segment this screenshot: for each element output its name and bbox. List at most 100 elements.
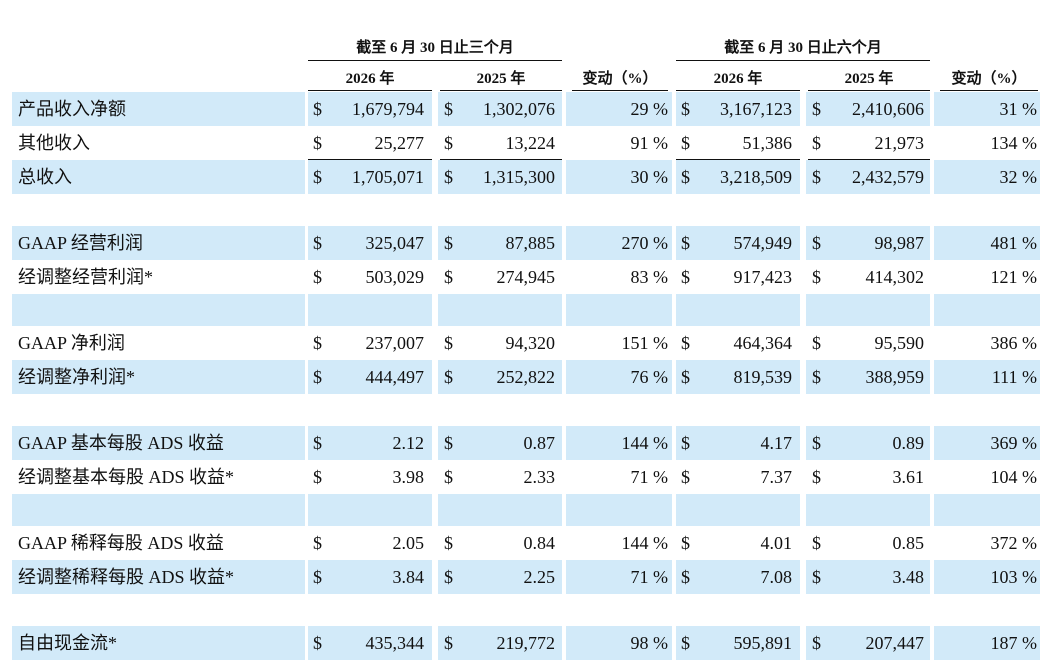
currency-sign: $	[681, 333, 690, 353]
row-band	[806, 426, 930, 460]
currency-sign: $	[681, 567, 690, 587]
cell-value: 503,029	[365, 267, 425, 287]
cell-value: 3,167,123	[720, 99, 792, 119]
cell-value: 207,447	[865, 633, 925, 653]
currency-sign: $	[444, 367, 453, 387]
row-band	[676, 626, 800, 660]
cell-value: 94,320	[505, 333, 556, 353]
cell-value: 1,679,794	[352, 99, 424, 119]
cell-value: 83 %	[630, 267, 669, 287]
row-band	[566, 494, 672, 526]
column-header: 2026 年	[713, 71, 763, 87]
currency-sign: $	[444, 267, 453, 287]
currency-sign: $	[444, 467, 453, 487]
currency-sign: $	[313, 633, 322, 653]
row-band	[676, 360, 800, 394]
currency-sign: $	[812, 133, 821, 153]
currency-sign: $	[812, 633, 821, 653]
currency-sign: $	[812, 467, 821, 487]
cell-value: 435,344	[365, 633, 425, 653]
row-band	[308, 226, 432, 260]
row-band	[438, 626, 562, 660]
currency-sign: $	[313, 333, 322, 353]
row-band	[566, 92, 672, 126]
cell-value: 369 %	[990, 433, 1038, 453]
row-band	[934, 426, 1040, 460]
row-band	[438, 160, 562, 194]
cell-value: 51,386	[742, 133, 793, 153]
currency-sign: $	[681, 133, 690, 153]
cell-value: 237,007	[365, 333, 425, 353]
row-band	[934, 560, 1040, 594]
cell-value: 574,949	[733, 233, 793, 253]
subtotal-rule	[808, 159, 930, 160]
row-band	[12, 160, 305, 194]
cell-value: 25,277	[374, 133, 425, 153]
currency-sign: $	[313, 133, 322, 153]
row-band	[934, 160, 1040, 194]
row-band	[12, 92, 305, 126]
cell-value: 29 %	[630, 99, 669, 119]
currency-sign: $	[681, 99, 690, 119]
row-band	[308, 560, 432, 594]
cell-value: 464,364	[733, 333, 793, 353]
currency-sign: $	[681, 367, 690, 387]
row-band	[934, 494, 1040, 526]
currency-sign: $	[444, 99, 453, 119]
row-band	[566, 160, 672, 194]
cell-value: 414,302	[865, 267, 925, 287]
row-band	[934, 626, 1040, 660]
column-rule	[808, 90, 930, 91]
cell-value: 111 %	[991, 367, 1037, 387]
row-band	[438, 426, 562, 460]
cell-value: 98 %	[630, 633, 669, 653]
row-label: GAAP 稀释每股 ADS 收益	[18, 533, 224, 553]
currency-sign: $	[681, 233, 690, 253]
row-band	[934, 226, 1040, 260]
cell-value: 30 %	[630, 167, 669, 187]
row-band	[12, 626, 305, 660]
row-band	[806, 160, 930, 194]
row-band	[12, 494, 305, 526]
row-label: 经调整经营利润*	[18, 267, 153, 287]
cell-value: 219,772	[496, 633, 556, 653]
cell-value: 325,047	[365, 233, 425, 253]
column-header: 变动（%）	[582, 71, 658, 87]
row-band	[806, 360, 930, 394]
currency-sign: $	[313, 233, 322, 253]
currency-sign: $	[444, 567, 453, 587]
currency-sign: $	[812, 433, 821, 453]
column-header: 2025 年	[476, 71, 526, 87]
row-band	[676, 294, 800, 326]
row-band	[308, 426, 432, 460]
cell-value: 7.37	[760, 467, 793, 487]
group-rule	[308, 60, 562, 61]
cell-value: 819,539	[733, 367, 793, 387]
cell-value: 372 %	[990, 533, 1038, 553]
column-header: 2026 年	[345, 71, 395, 87]
row-band	[438, 226, 562, 260]
row-band	[676, 92, 800, 126]
cell-value: 0.85	[892, 533, 925, 553]
row-label: GAAP 经营利润	[18, 233, 143, 253]
row-band	[566, 426, 672, 460]
currency-sign: $	[812, 367, 821, 387]
cell-value: 98,987	[874, 233, 925, 253]
cell-value: 2.05	[392, 533, 425, 553]
currency-sign: $	[681, 167, 690, 187]
cell-value: 4.17	[760, 433, 793, 453]
cell-value: 252,822	[496, 367, 556, 387]
row-band	[12, 360, 305, 394]
row-band	[806, 92, 930, 126]
column-header: 变动（%）	[951, 71, 1027, 87]
currency-sign: $	[681, 267, 690, 287]
row-band	[308, 294, 432, 326]
cell-value: 95,590	[874, 333, 925, 353]
currency-sign: $	[444, 233, 453, 253]
currency-sign: $	[444, 533, 453, 553]
cell-value: 76 %	[630, 367, 669, 387]
row-band	[934, 92, 1040, 126]
row-band	[806, 626, 930, 660]
currency-sign: $	[812, 99, 821, 119]
